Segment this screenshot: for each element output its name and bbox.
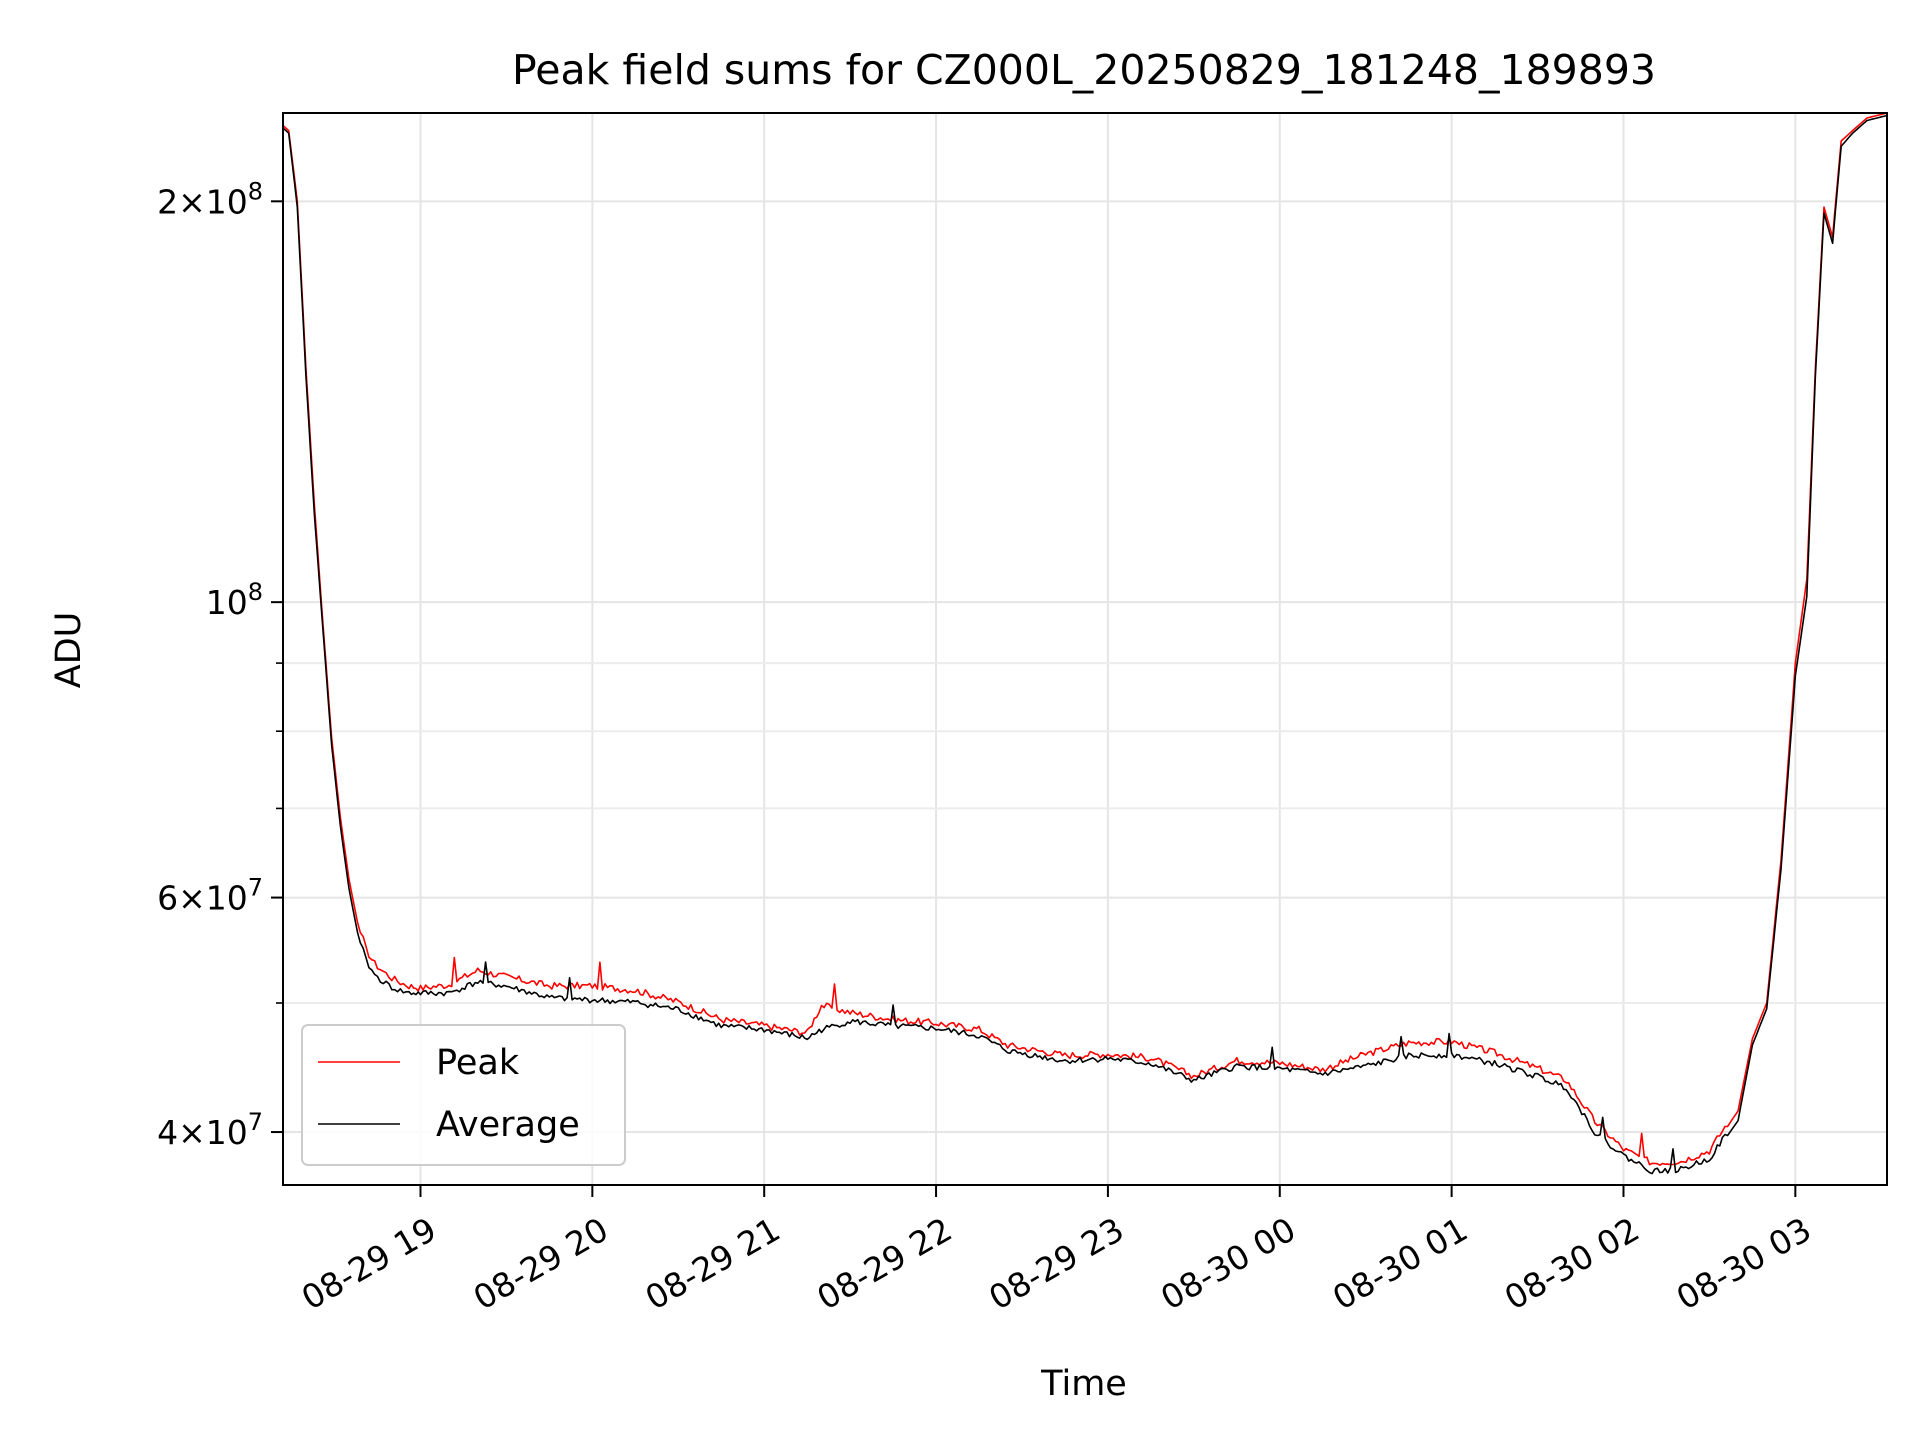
chart-title: Peak field sums for CZ000L_20250829_1812…	[512, 46, 1656, 94]
legend-box	[301, 1024, 626, 1166]
y-axis-label: ADU	[49, 612, 89, 689]
y-axis: 4×107 6×107 108 2×108	[157, 177, 283, 1152]
plot-area-frame	[282, 112, 1888, 1186]
y-tick-label: 6×107	[157, 874, 263, 918]
legend: Peak Average	[301, 1024, 626, 1166]
series-line-peak	[283, 113, 1887, 1166]
y-tick-label: 2×108	[157, 177, 263, 221]
series-line-average	[283, 114, 1887, 1175]
series	[283, 113, 1887, 1175]
legend-label-peak: Peak	[436, 1043, 520, 1083]
y-tick-label: 4×107	[157, 1108, 263, 1152]
y-tick-label: 108	[206, 578, 263, 622]
grid	[283, 113, 1887, 1185]
x-axis-label: Time	[1040, 1364, 1127, 1404]
legend-label-average: Average	[436, 1105, 580, 1145]
